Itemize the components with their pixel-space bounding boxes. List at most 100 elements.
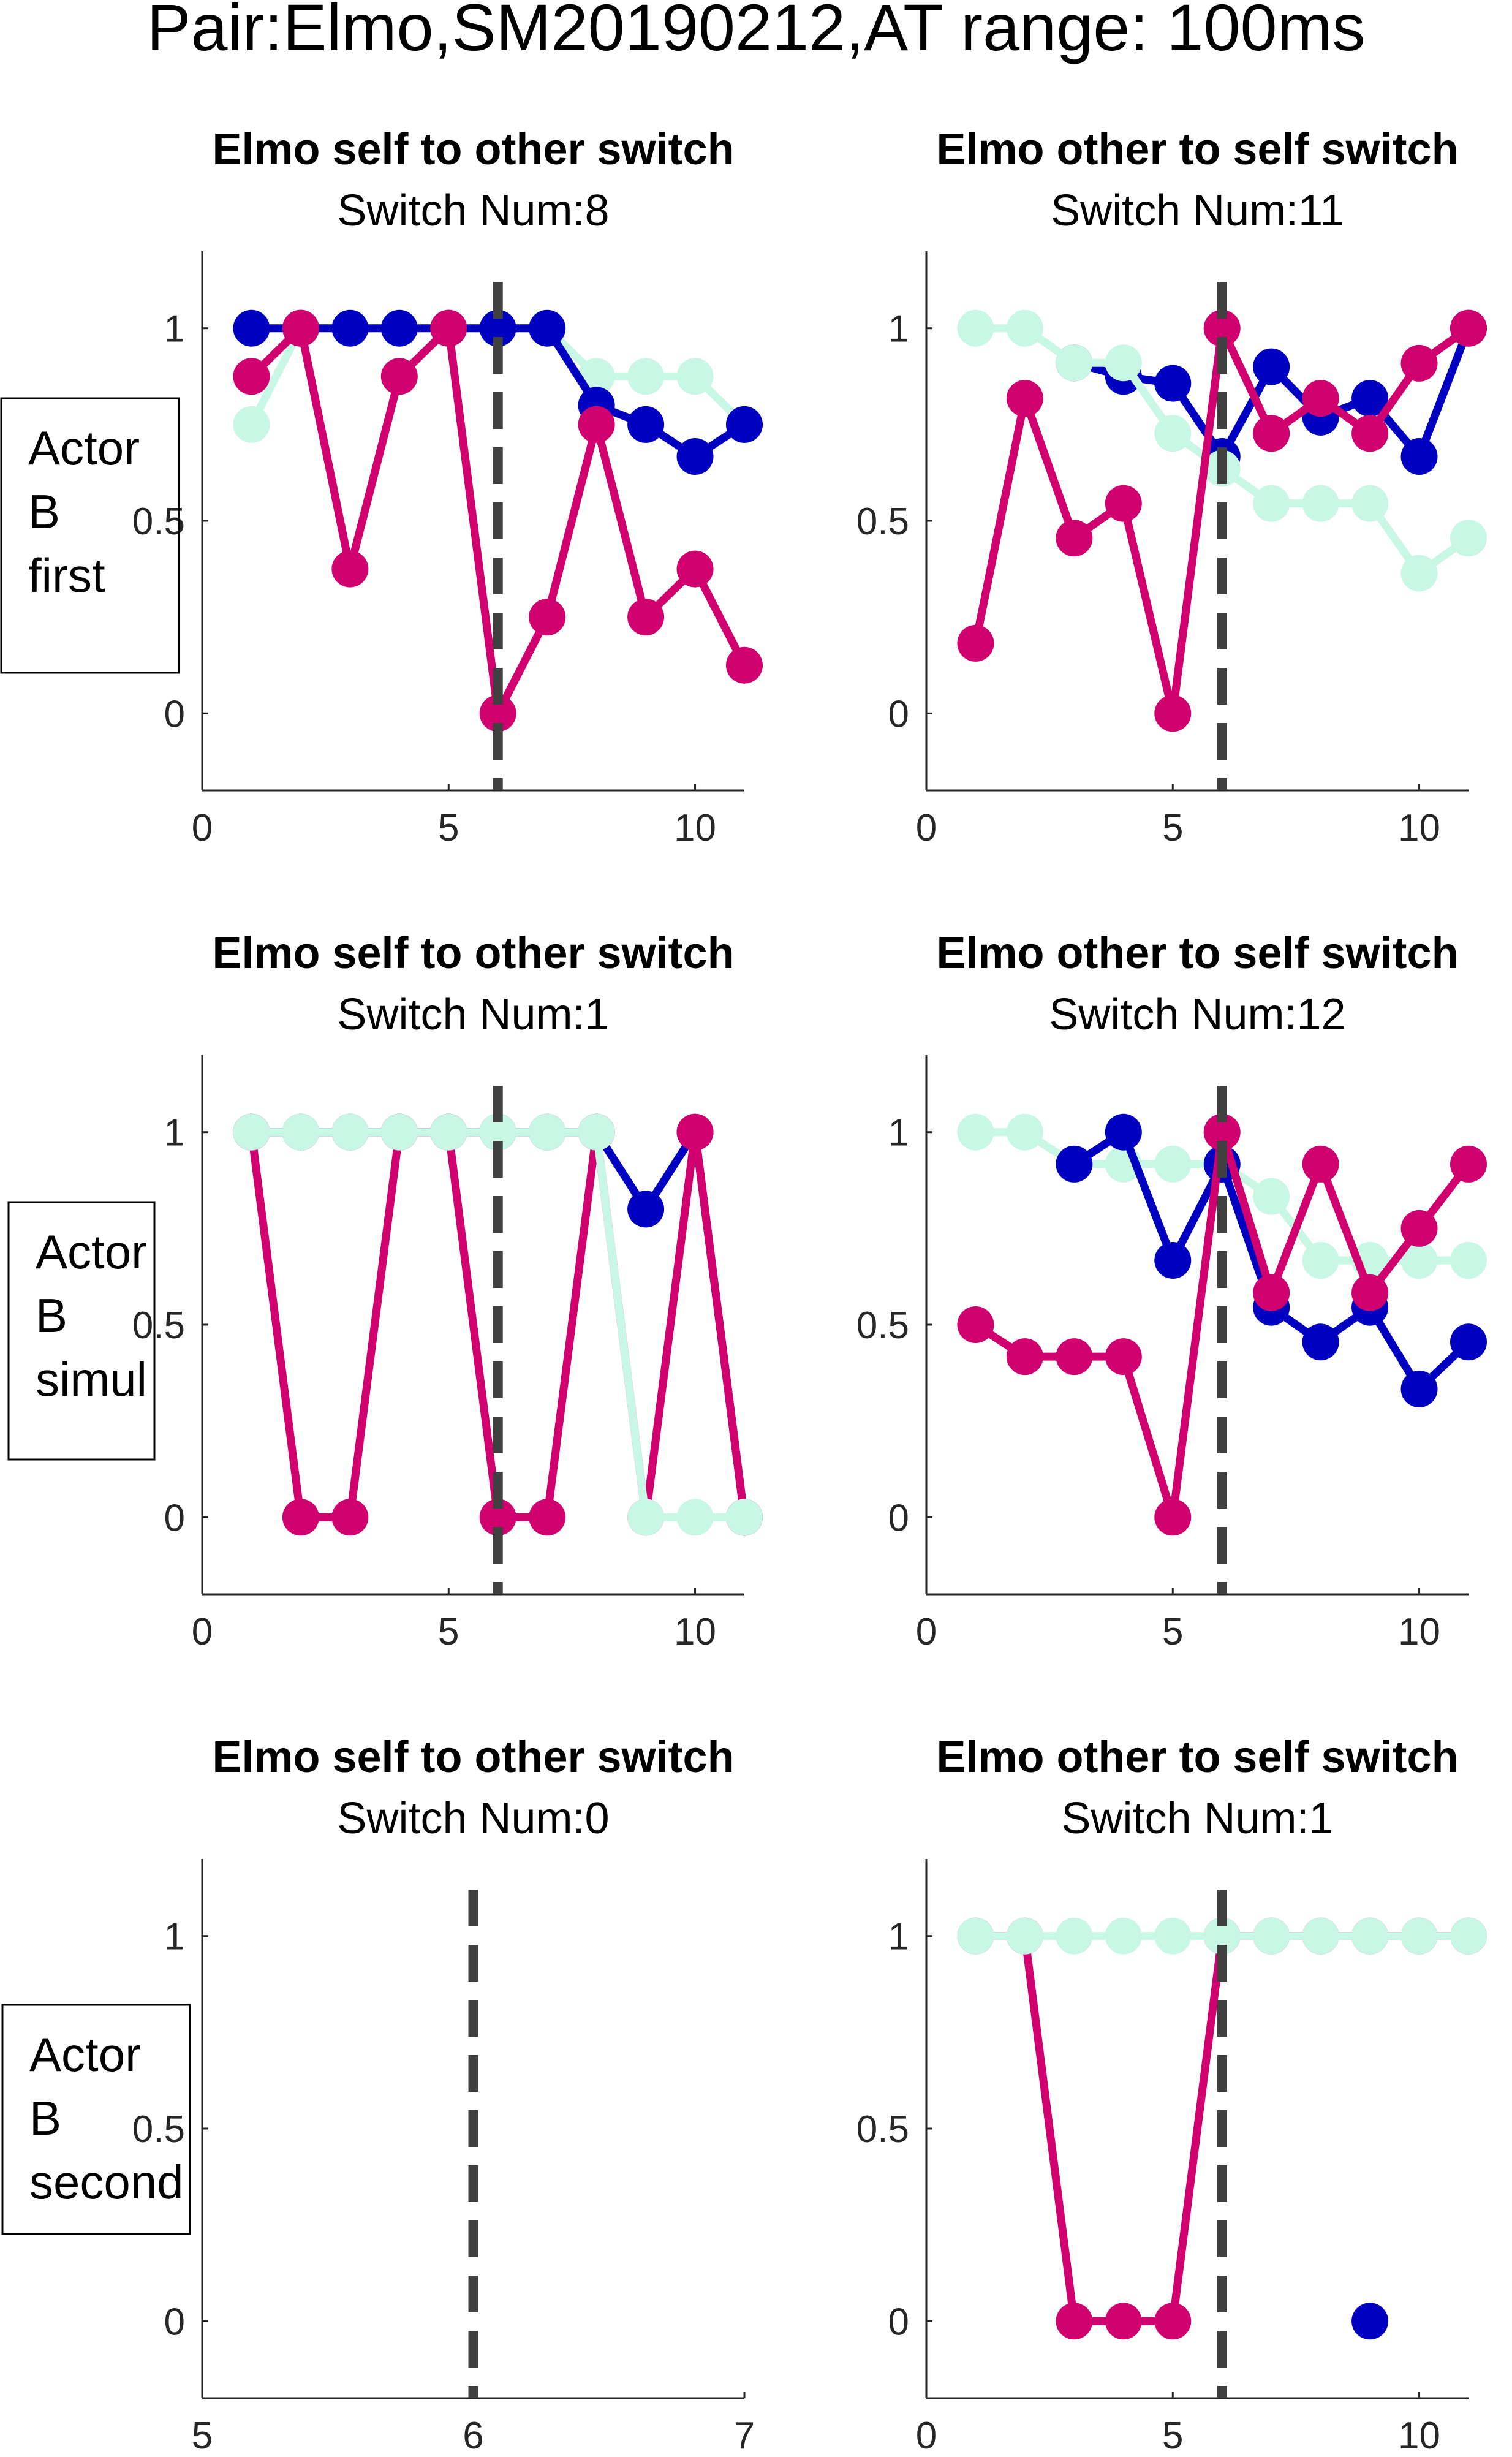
data-point bbox=[1253, 1274, 1290, 1311]
data-point bbox=[1302, 1323, 1339, 1361]
y-tick-label: 1 bbox=[164, 308, 185, 350]
row-label-line: B bbox=[28, 485, 60, 539]
data-point bbox=[726, 1499, 763, 1536]
panel-subtitle: Switch Num:12 bbox=[1049, 990, 1345, 1039]
data-point bbox=[529, 1113, 566, 1151]
x-tick-label: 5 bbox=[1162, 2415, 1183, 2457]
data-point bbox=[380, 1113, 418, 1151]
data-point bbox=[578, 406, 615, 443]
data-point bbox=[1400, 344, 1438, 382]
data-point bbox=[1056, 520, 1093, 557]
x-tick-label: 10 bbox=[1398, 807, 1440, 849]
data-point bbox=[1056, 1917, 1093, 1955]
data-point bbox=[1154, 1145, 1192, 1183]
series-mint bbox=[233, 1113, 763, 1536]
data-point bbox=[331, 1499, 369, 1536]
data-point bbox=[1450, 1917, 1487, 1955]
data-point bbox=[1006, 380, 1043, 417]
data-point bbox=[1203, 1113, 1241, 1151]
panel-title: Elmo self to other switch bbox=[212, 125, 734, 174]
data-point bbox=[676, 438, 714, 475]
y-tick-label: 0 bbox=[164, 693, 185, 735]
data-point bbox=[380, 358, 418, 395]
data-point bbox=[1302, 485, 1339, 522]
panel-6: Elmo other to self switch Switch Num:1 0 5 1… bbox=[856, 1733, 1487, 2457]
row-label-box bbox=[7, 1201, 156, 1461]
data-point bbox=[1302, 380, 1339, 417]
y-tick-label: 0.5 bbox=[132, 1304, 185, 1347]
y-tick-label: 0 bbox=[164, 1497, 185, 1539]
data-point bbox=[1154, 1917, 1192, 1955]
data-point bbox=[1351, 380, 1389, 417]
data-point bbox=[957, 1306, 994, 1343]
data-point bbox=[479, 1499, 516, 1536]
data-point bbox=[1400, 438, 1438, 475]
x-tick-label: 10 bbox=[1398, 1611, 1440, 1653]
figure-title: Pair:Elmo,SM20190212,AT range: 100ms bbox=[146, 0, 1365, 64]
data-point bbox=[1302, 1917, 1339, 1955]
data-point bbox=[282, 1113, 319, 1151]
x-tick-label: 7 bbox=[734, 2415, 755, 2457]
row-label-line: Actor bbox=[36, 1225, 147, 1279]
data-point bbox=[957, 1917, 994, 1955]
data-point bbox=[233, 1113, 270, 1151]
data-point bbox=[1154, 365, 1192, 402]
data-point bbox=[331, 309, 369, 347]
row-label-line: B bbox=[29, 2091, 61, 2145]
y-tick-label: 1 bbox=[888, 1112, 909, 1154]
data-point bbox=[380, 309, 418, 347]
data-point bbox=[1400, 1917, 1438, 1955]
y-tick-label: 0 bbox=[164, 2301, 185, 2343]
panel-subtitle: Switch Num:11 bbox=[1051, 186, 1344, 235]
data-point bbox=[1154, 2303, 1192, 2340]
data-point bbox=[1351, 2303, 1389, 2340]
data-point bbox=[1006, 309, 1043, 347]
y-tick-label: 0 bbox=[888, 693, 909, 735]
data-point bbox=[676, 1499, 714, 1536]
data-point bbox=[282, 1499, 319, 1536]
data-point bbox=[479, 309, 516, 347]
data-point bbox=[430, 309, 467, 347]
panels: Elmo self to other switch Switch Num:8 0 5 1… bbox=[132, 125, 1487, 2457]
data-point bbox=[331, 1113, 369, 1151]
x-tick-label: 0 bbox=[916, 807, 937, 849]
data-point bbox=[627, 1499, 665, 1536]
panel-title: Elmo self to other switch bbox=[212, 1733, 734, 1782]
series-magenta bbox=[233, 309, 763, 732]
x-tick-label: 10 bbox=[1398, 2415, 1440, 2457]
data-point bbox=[1203, 309, 1241, 347]
data-point bbox=[957, 624, 994, 662]
data-point bbox=[676, 358, 714, 395]
data-point bbox=[430, 1113, 467, 1151]
panel-title: Elmo other to self switch bbox=[936, 125, 1458, 174]
y-tick-label: 0 bbox=[888, 2301, 909, 2343]
data-point bbox=[1154, 695, 1192, 732]
panel-title: Elmo other to self switch bbox=[936, 929, 1458, 978]
row-label-line: Actor bbox=[29, 2027, 141, 2081]
panel-5: Elmo self to other switch Switch Num:0 5 6 7… bbox=[132, 1733, 755, 2457]
data-point bbox=[529, 599, 566, 636]
data-point bbox=[627, 599, 665, 636]
x-tick-label: 5 bbox=[192, 2415, 213, 2457]
data-point bbox=[1105, 344, 1142, 382]
data-point bbox=[1203, 1917, 1241, 1955]
panel-subtitle: Switch Num:0 bbox=[337, 1794, 609, 1843]
data-point bbox=[1105, 1917, 1142, 1955]
panel-title: Elmo self to other switch bbox=[212, 929, 734, 978]
row-label-line: simul bbox=[36, 1352, 147, 1406]
data-point bbox=[1253, 348, 1290, 385]
data-point bbox=[957, 1113, 994, 1151]
data-point bbox=[529, 309, 566, 347]
x-tick-label: 5 bbox=[438, 1611, 459, 1653]
panel-4: Elmo other to self switch Switch Num:12 0 5… bbox=[856, 929, 1487, 1653]
data-point bbox=[1351, 1917, 1389, 1955]
y-tick-label: 1 bbox=[888, 1916, 909, 1958]
data-point bbox=[957, 309, 994, 347]
row-label-box bbox=[1, 2004, 191, 2235]
data-point bbox=[479, 695, 516, 732]
x-tick-label: 5 bbox=[1162, 1611, 1183, 1653]
data-point bbox=[479, 1113, 516, 1151]
y-tick-label: 0.5 bbox=[856, 1304, 909, 1347]
